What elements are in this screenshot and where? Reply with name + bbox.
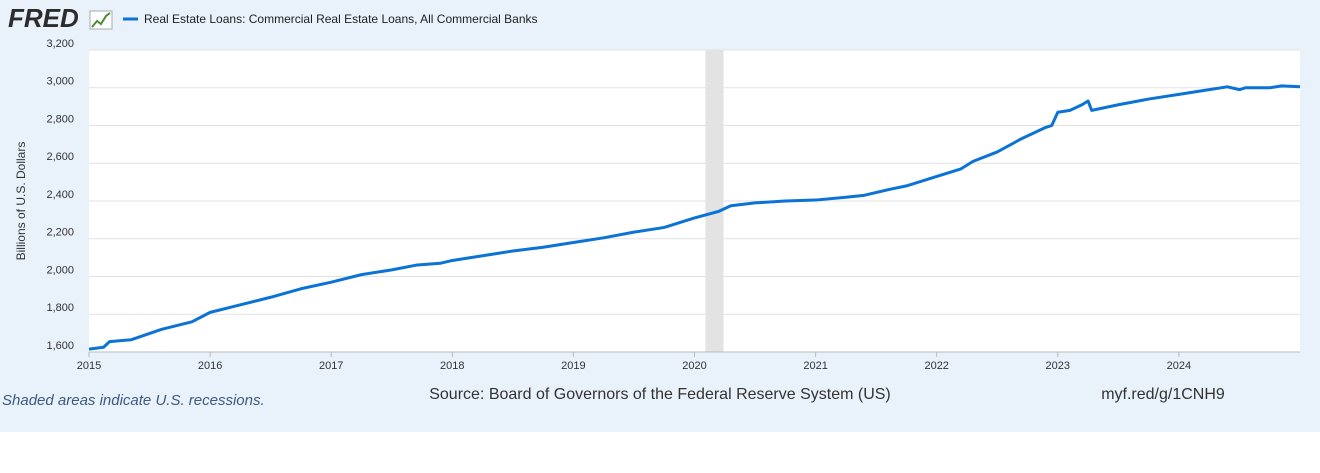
- x-tick-label: 2020: [682, 360, 706, 372]
- x-tick-label: 2018: [440, 360, 464, 372]
- y-tick-label: 2,800: [46, 113, 74, 125]
- series-line: [88, 84, 1301, 351]
- x-tick-label: 2015: [77, 360, 101, 372]
- brand-logo: FRED: [8, 3, 79, 33]
- y-tick-label: 2,600: [46, 151, 74, 163]
- recession-note: Shaded areas indicate U.S. recessions.: [2, 392, 265, 409]
- short-link[interactable]: myf.red/g/1CNH9: [1101, 386, 1225, 403]
- legend-label: Real Estate Loans: Commercial Real Estat…: [144, 12, 538, 26]
- x-tick-label: 2016: [198, 360, 222, 372]
- y-tick-label: 2,200: [46, 227, 74, 239]
- x-tick-label: 2017: [319, 360, 343, 372]
- x-tick-label: 2021: [803, 360, 827, 372]
- y-tick-label: 3,200: [46, 38, 74, 50]
- y-tick-label: 2,400: [46, 189, 74, 201]
- source: Source: Board of Governors of the Federa…: [429, 386, 891, 403]
- x-tick-label: 2023: [1046, 360, 1070, 372]
- y-axis-title: Billions of U.S. Dollars: [14, 142, 28, 261]
- x-tick-label: 2022: [924, 360, 948, 372]
- x-tick-label: 2024: [1167, 360, 1191, 372]
- y-tick-label: 3,000: [46, 76, 74, 88]
- x-tick-label: 2019: [561, 360, 585, 372]
- y-tick-label: 2,000: [46, 264, 74, 276]
- logo-icon: [89, 10, 113, 30]
- y-tick-label: 1,600: [46, 340, 74, 352]
- y-tick-label: 1,800: [46, 302, 74, 314]
